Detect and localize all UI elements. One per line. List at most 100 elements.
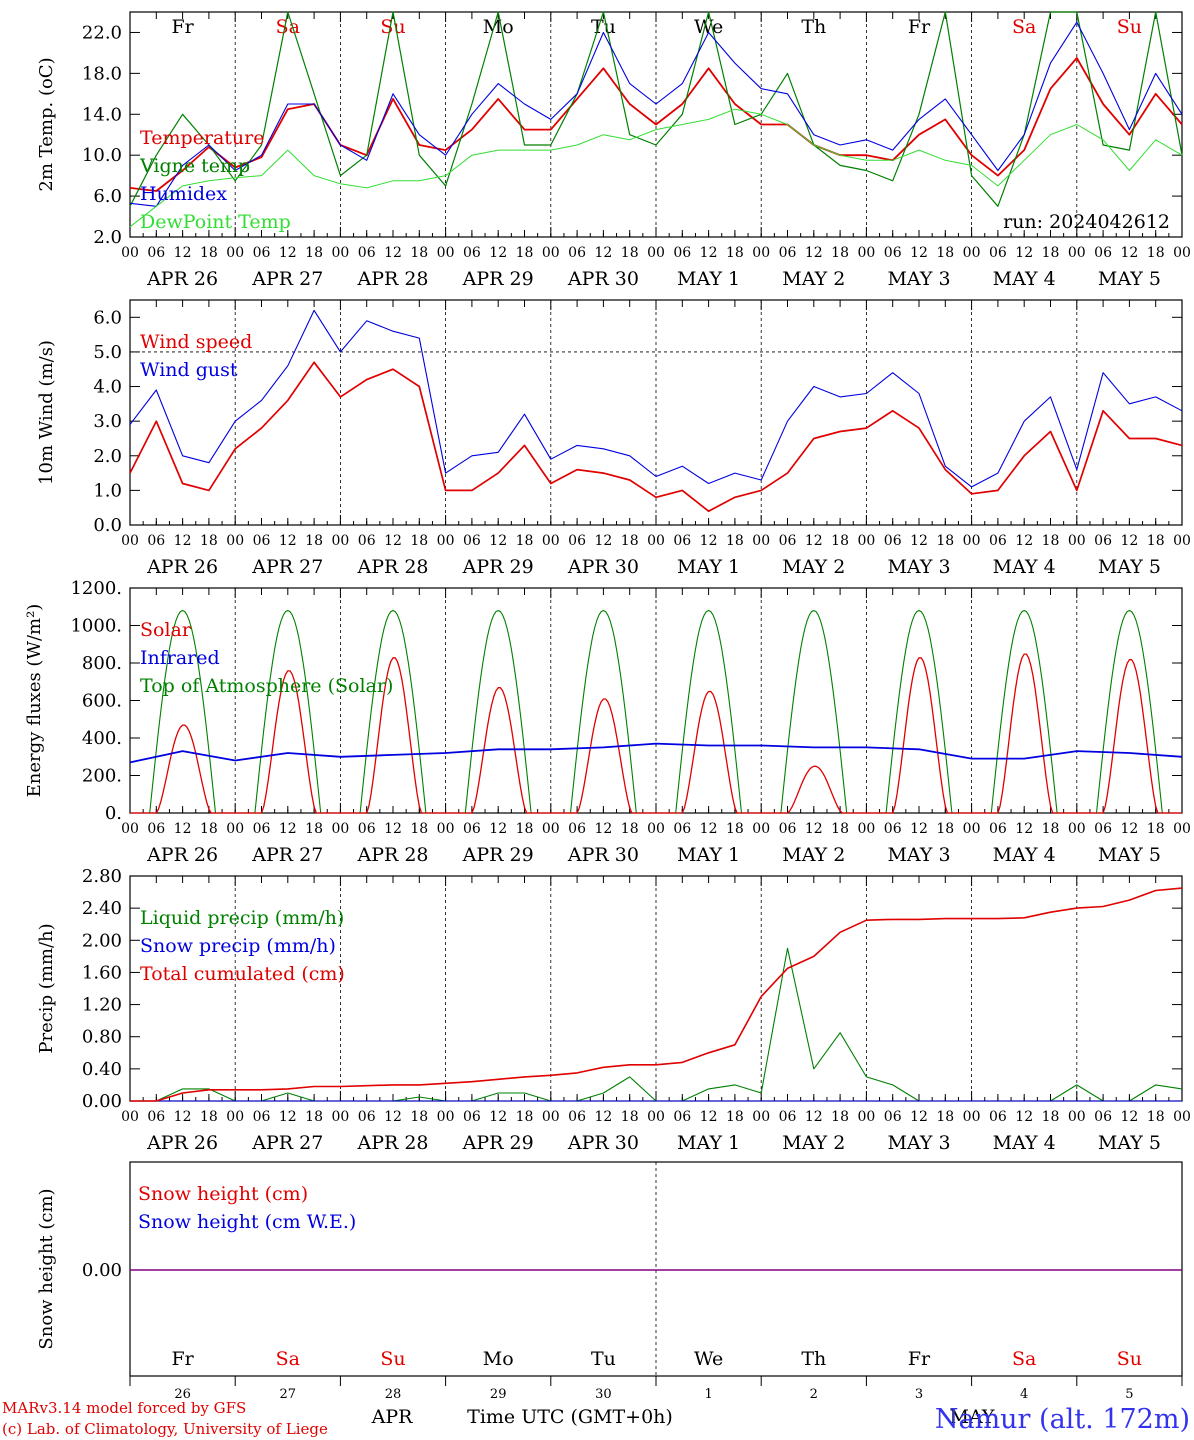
date-label: APR 27 [251, 556, 323, 578]
y-tick-label: 1200. [70, 578, 122, 599]
hour-tick-label: 12 [910, 533, 928, 549]
hour-tick-label: 18 [410, 245, 428, 261]
y-tick-label: 2.40 [82, 898, 122, 919]
hour-tick-label: 00 [121, 1109, 139, 1125]
date-label: MAY 5 [1098, 844, 1161, 866]
hour-tick-label: 06 [358, 821, 376, 837]
legend-entry: Vigne temp [139, 155, 250, 177]
hour-tick-label: 00 [542, 533, 560, 549]
hour-tick-label: 06 [779, 533, 797, 549]
day-label: Su [380, 1348, 405, 1370]
hour-tick-label: 06 [989, 533, 1007, 549]
x-axis-label: Time UTC (GMT+0h) [467, 1406, 673, 1428]
legend-entry: Snow precip (mm/h) [140, 935, 336, 957]
hour-tick-label: 00 [331, 821, 349, 837]
hour-tick-label: 00 [542, 245, 560, 261]
panel-5: 0.00 Snow height (cm) Snow height (cm) Snow… [36, 1161, 1183, 1402]
hour-tick-label: 06 [358, 1109, 376, 1125]
hour-tick-label: 06 [463, 1109, 481, 1125]
hour-tick-label: 18 [200, 1109, 218, 1125]
hour-tick-label: 18 [200, 533, 218, 549]
hour-tick-label: 18 [936, 1109, 954, 1125]
date-label: APR 28 [356, 268, 428, 290]
hour-tick-label: 18 [305, 1109, 323, 1125]
hour-tick-label: 06 [253, 245, 271, 261]
hour-tick-label: 18 [1147, 1109, 1165, 1125]
hour-tick-label: 06 [253, 533, 271, 549]
hour-tick-label: 06 [253, 1109, 271, 1125]
date-label: MAY 1 [677, 844, 740, 866]
hour-tick-label: 06 [147, 245, 165, 261]
hour-tick-label: 12 [805, 1109, 823, 1125]
hour-tick-label: 06 [989, 1109, 1007, 1125]
day-label: Mo [483, 1348, 514, 1370]
hour-tick-label: 06 [989, 821, 1007, 837]
hour-tick-label: 06 [1094, 1109, 1112, 1125]
hour-tick-label: 12 [805, 533, 823, 549]
series-line-infrared [129, 742, 1183, 764]
hour-tick-label: 00 [1173, 533, 1191, 549]
series-line-blue [129, 21, 1183, 207]
hour-tick-label: 06 [1094, 245, 1112, 261]
hour-tick-label: 00 [121, 533, 139, 549]
y-tick-label: 0.0 [93, 515, 122, 536]
y-tick-label: 6.0 [93, 307, 122, 328]
model-credit: MARv3.14 model forced by GFS [2, 1399, 246, 1417]
hour-tick-label: 00 [226, 245, 244, 261]
day-number-label: 29 [490, 1387, 507, 1402]
y-tick-label: 2.00 [82, 930, 122, 951]
date-label: APR 29 [462, 268, 534, 290]
hour-tick-label: 00 [331, 1109, 349, 1125]
hour-tick-label: 12 [384, 1109, 402, 1125]
hour-tick-label: 18 [1042, 245, 1060, 261]
y-tick-label: 2.80 [82, 866, 122, 887]
hour-tick-label: 06 [463, 245, 481, 261]
y-tick-label: 200. [82, 766, 122, 787]
date-label: APR 26 [146, 268, 218, 290]
station-label: Namur (alt. 172m) [935, 1404, 1190, 1435]
hour-tick-label: 00 [963, 245, 981, 261]
y-tick-label: 1000. [70, 616, 122, 637]
hour-tick-label: 00 [1173, 245, 1191, 261]
hour-tick-label: 12 [1015, 533, 1033, 549]
hour-tick-label: 18 [831, 1109, 849, 1125]
hour-tick-label: 12 [489, 245, 507, 261]
day-number-label: 30 [595, 1387, 612, 1402]
hour-tick-label: 00 [752, 245, 770, 261]
hour-tick-label: 00 [437, 533, 455, 549]
date-label: APR 26 [146, 556, 218, 578]
hour-tick-label: 12 [1015, 245, 1033, 261]
panel-frame [129, 299, 1183, 526]
hour-tick-label: 00 [437, 821, 455, 837]
hour-tick-label: 00 [752, 1109, 770, 1125]
y-tick-label: 400. [82, 728, 122, 749]
hour-tick-label: 12 [594, 245, 612, 261]
date-label: APR 28 [356, 844, 428, 866]
hour-tick-label: 00 [857, 533, 875, 549]
hour-tick-label: 12 [1120, 821, 1138, 837]
y-axis-label: 2m Temp. (oC) [36, 57, 57, 191]
hour-tick-label: 12 [489, 821, 507, 837]
run-label: run: 2024042612 [1003, 211, 1170, 233]
y-tick-label: 3.0 [93, 411, 122, 432]
date-label: MAY 1 [677, 268, 740, 290]
hour-tick-label: 06 [884, 245, 902, 261]
hour-tick-label: 00 [331, 533, 349, 549]
hour-tick-label: 00 [647, 533, 665, 549]
hour-tick-label: 00 [1068, 1109, 1086, 1125]
hour-tick-label: 12 [805, 245, 823, 261]
hour-tick-label: 00 [121, 821, 139, 837]
hour-tick-label: 18 [726, 1109, 744, 1125]
lab-credit: (c) Lab. of Climatology, University of L… [2, 1420, 328, 1438]
date-label: MAY 1 [677, 1132, 740, 1154]
hour-tick-label: 06 [147, 533, 165, 549]
hour-tick-label: 00 [437, 1109, 455, 1125]
hour-tick-label: 18 [936, 533, 954, 549]
y-tick-label: 18.0 [82, 63, 122, 84]
date-label: MAY 4 [993, 1132, 1056, 1154]
day-label: Tu [591, 1348, 616, 1370]
hour-tick-label: 12 [700, 245, 718, 261]
legend-entry: Wind gust [140, 359, 238, 381]
hour-tick-label: 12 [384, 245, 402, 261]
series-line-green [129, 11, 1183, 207]
